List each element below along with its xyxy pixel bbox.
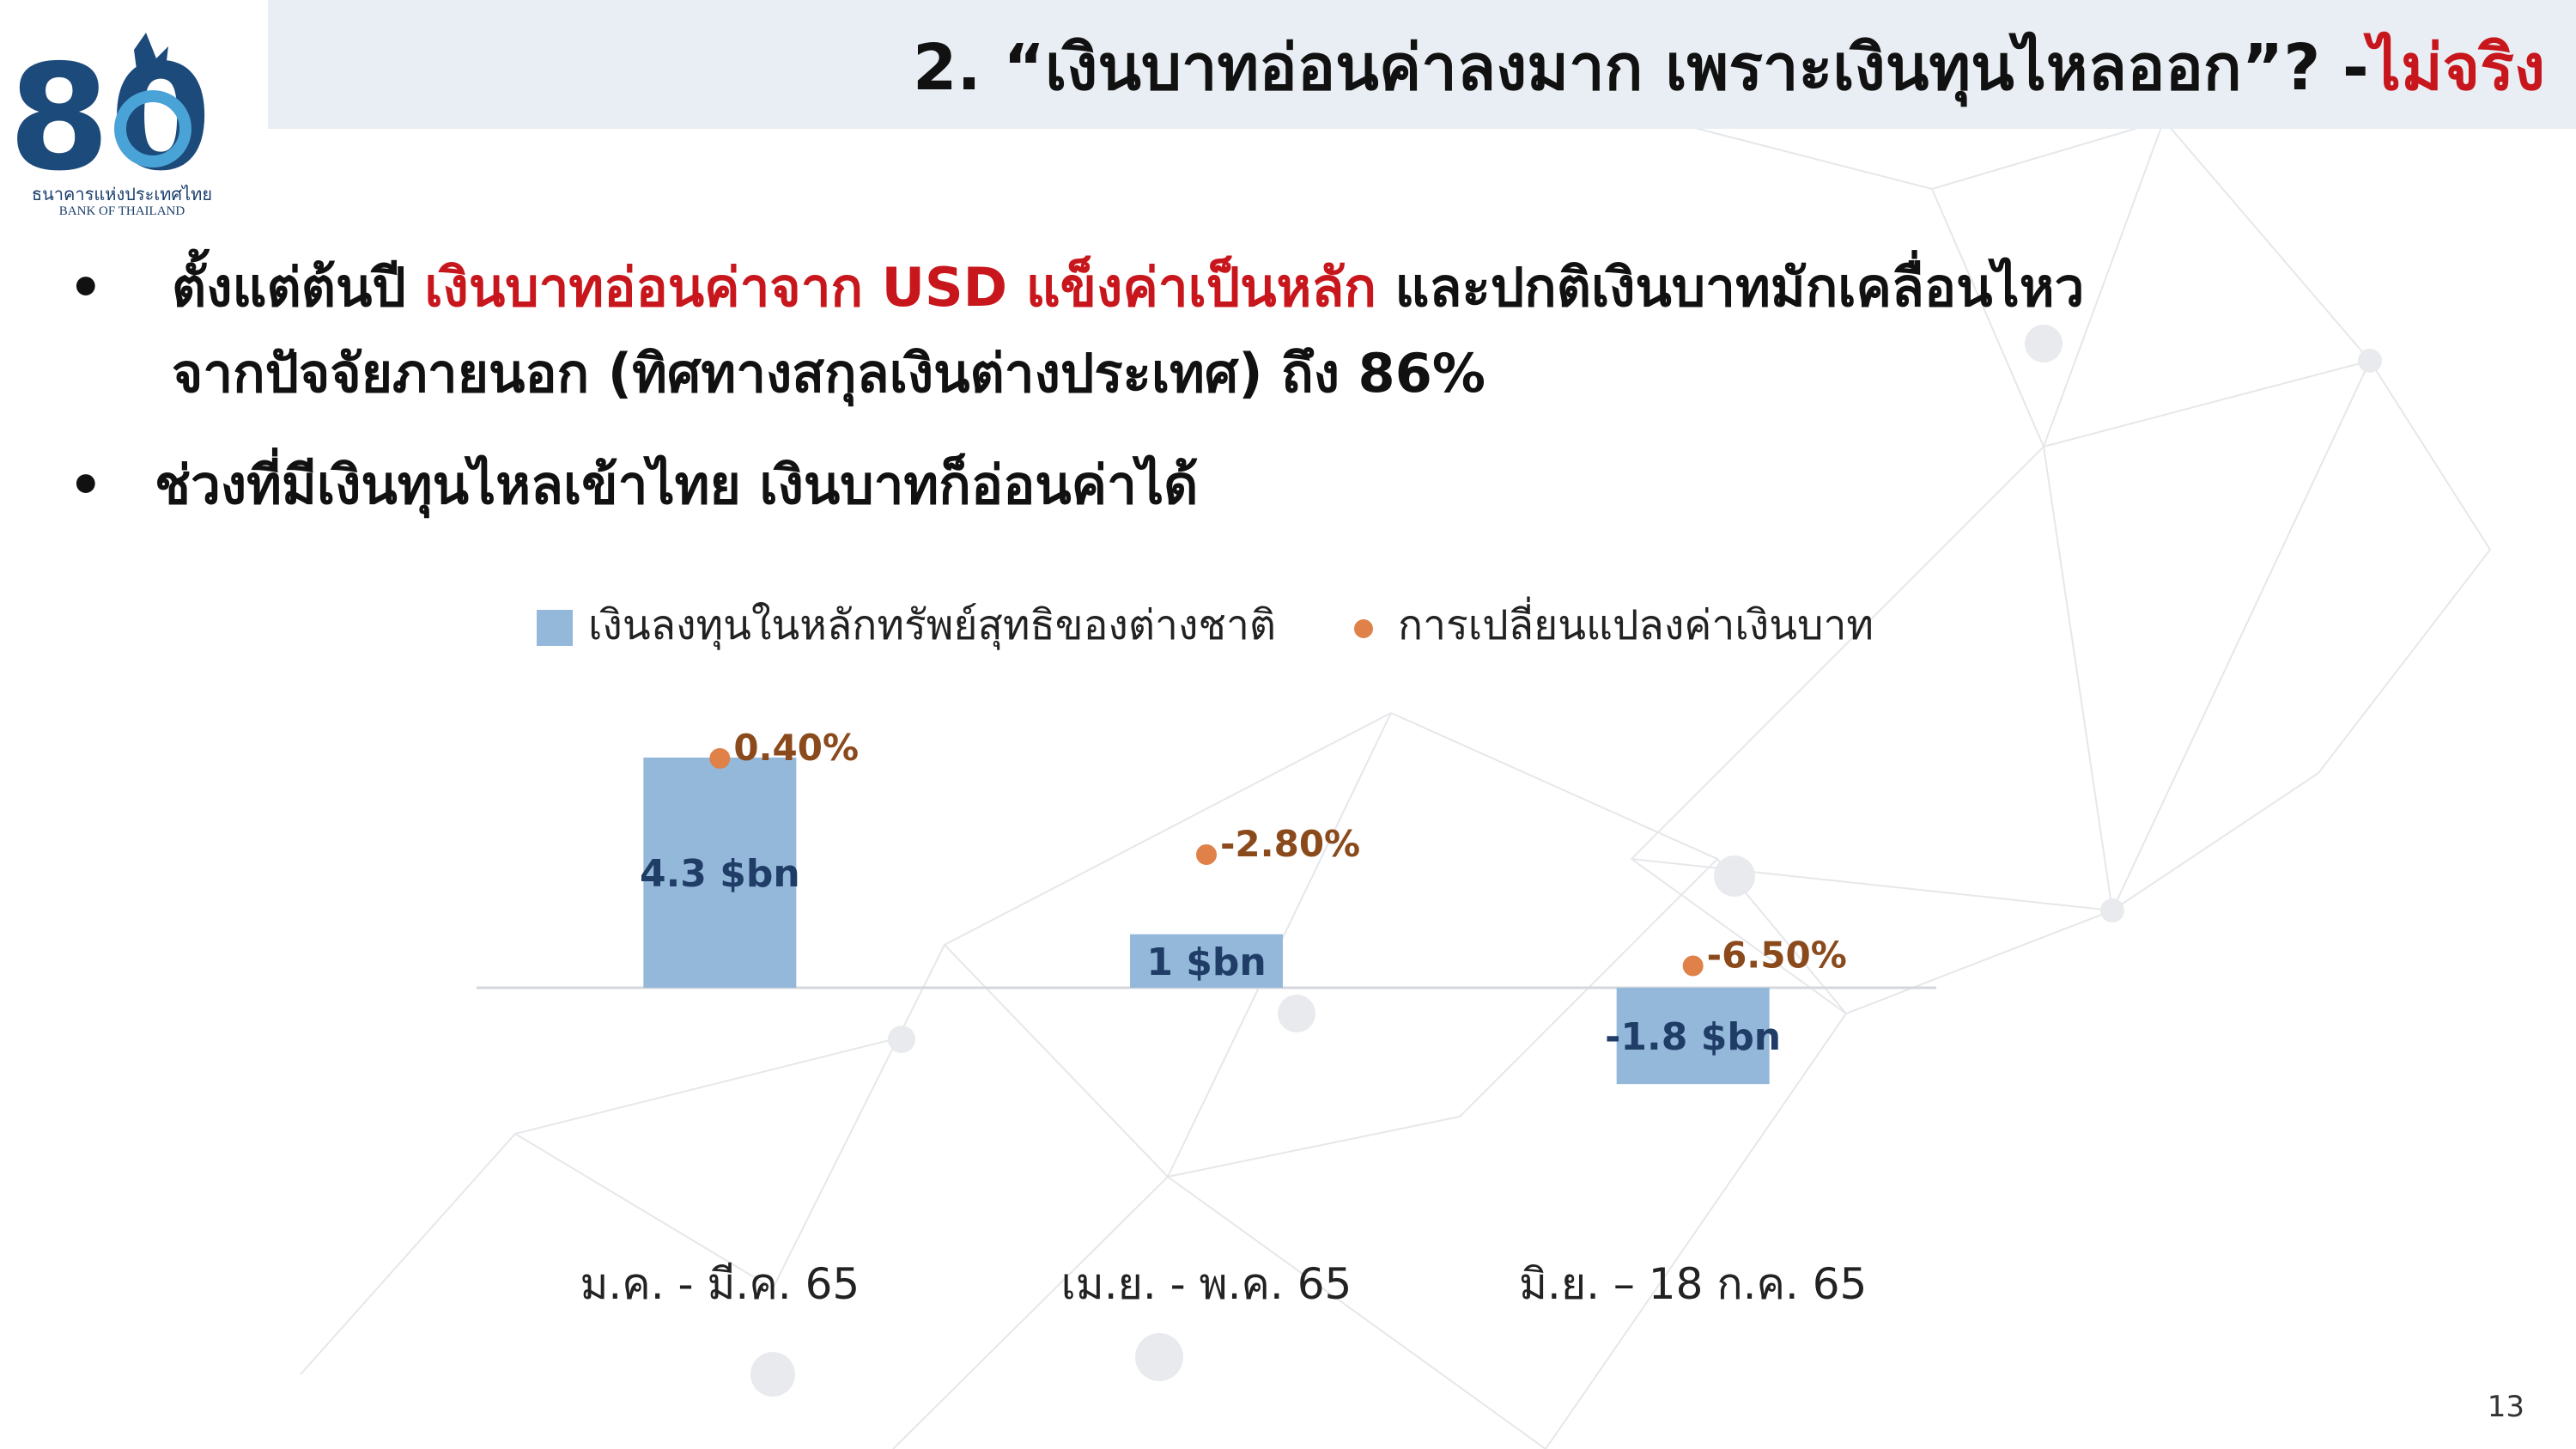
bullet-2: • ช่วงที่มีเงินทุนไหลเข้าไทย เงินบาทก็อ่… (69, 442, 2473, 528)
bar-0 (643, 758, 797, 988)
bullet-list: • ตั้งแต่ต้นปี เงินบาทอ่อนค่าจาก USD แข็… (69, 245, 2473, 528)
page-number: 13 (2487, 1390, 2524, 1424)
bar-label-1: 1 $bn (1146, 941, 1266, 984)
bar-1 (1130, 934, 1283, 988)
category-label-1: เม.ย. - พ.ค. 65 (1061, 1259, 1352, 1309)
bullet-1-line2: จากปัจจัยภายนอก (ทิศทางสกุลเงินต่างประเท… (172, 342, 1485, 405)
garuda-emblem-icon (134, 33, 168, 76)
bar-label-0: 4.3 $bn (640, 852, 800, 896)
category-label-2: มิ.ย. – 18 ก.ค. 65 (1519, 1259, 1867, 1309)
bullet-1-dot: • (69, 256, 103, 319)
bullet-1: • ตั้งแต่ต้นปี เงินบาทอ่อนค่าจาก USD แข็… (69, 245, 2473, 417)
marker-2 (1682, 955, 1704, 977)
category-label-0: ม.ค. - มี.ค. 65 (580, 1259, 860, 1309)
marker-label-2: -6.50% (1707, 935, 1847, 977)
legend-marker-label: การเปลี่ยนแปลงค่าเงินบาท (1398, 596, 1874, 649)
bullet-1-post: และปกติเงินบาทมักเคลื่อนไหว (1376, 256, 2085, 319)
logo-ring (114, 90, 191, 167)
bar-2 (1616, 988, 1770, 1085)
slide-title-main: 2. “เงินบาทอ่อนค่าลงมาก เพราะเงินทุนไหลอ… (912, 31, 2369, 105)
slide-title: 2. “เงินบาทอ่อนค่าลงมาก เพราะเงินทุนไหลอ… (913, 15, 2545, 119)
title-bar (268, 0, 2576, 129)
marker-label-1: -2.80% (1220, 823, 1360, 865)
marker-0 (709, 748, 731, 769)
bullet-1-highlight: เงินบาทอ่อนค่าจาก USD แข็งค่าเป็นหลัก (424, 256, 1376, 319)
bar-label-2: -1.8 $bn (1605, 1015, 1781, 1059)
legend-marker-swatch (1354, 619, 1373, 638)
bullet-1-pre: ตั้งแต่ต้นปี (172, 256, 425, 319)
marker-1 (1196, 844, 1217, 865)
legend-bar-label: เงินลงทุนในหลักทรัพย์สุทธิของต่างชาติ (588, 601, 1276, 650)
logo-name-en: BANK OF THAILAND (58, 204, 185, 218)
slide-title-highlight: ไม่จริง (2368, 31, 2545, 105)
legend-bar-swatch (537, 610, 573, 646)
bullet-2-dot: • (69, 454, 103, 516)
bullet-2-text: ช่วงที่มีเงินทุนไหลเข้าไทย เงินบาทก็อ่อน… (155, 454, 1199, 516)
bank-of-thailand-80-logo: 80 (17, 33, 211, 204)
logo-name-th: ธนาคารแห่งประเทศไทย (31, 184, 213, 204)
marker-label-0: 0.40% (733, 727, 859, 769)
